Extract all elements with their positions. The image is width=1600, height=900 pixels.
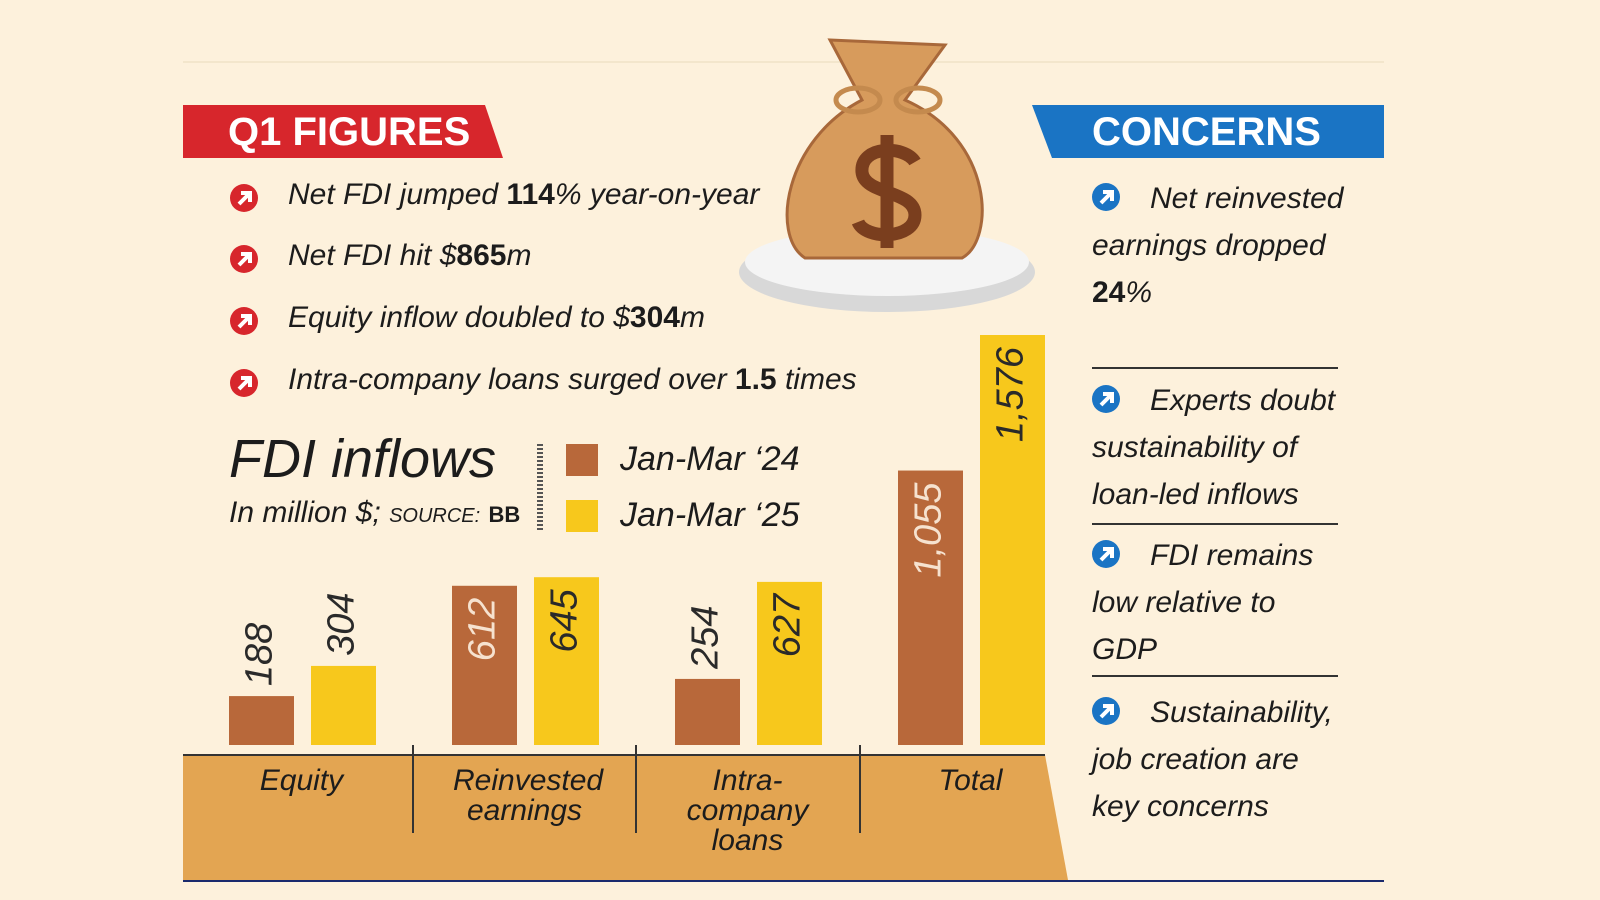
text: times [776,363,857,396]
concerns-banner [1032,105,1384,158]
money-bag [739,38,1035,312]
text: Equity inflow doubled to $ [288,301,630,334]
q1-banner [183,105,503,158]
highlight: 1.5 [734,363,777,396]
bullet-text: Net FDI jumped 114% year-on-year [288,178,759,212]
text: % year-on-year [554,178,760,211]
concern-text: Net reinvested earnings dropped 24% [1092,175,1347,316]
text: FDI remains low relative to GDP [1092,539,1314,666]
value-label: 645 [544,588,586,652]
bar [980,335,1045,745]
value-label: 304 [321,593,363,656]
section-title: Q1 FIGURES [228,110,471,154]
text: Intra-company loans surged over [288,363,735,396]
text: m [506,239,532,272]
icon-arrow [1099,547,1114,562]
bar [229,696,294,745]
text: Sustainability, job creation are key con… [1092,696,1333,823]
chart-subtitle: In million $; SOURCE: BB [229,496,520,530]
icon-arrow [1099,704,1114,719]
bullet-icon [230,184,258,212]
category-band [183,755,1068,880]
concern-text: FDI remains low relative to GDP [1092,532,1347,673]
legend-label: Jan-Mar ‘24 [620,440,800,478]
source: BB [488,502,521,527]
category-label: Intra-company loans [686,764,809,857]
text: Net FDI jumped [288,178,507,211]
bullet-icon [1092,540,1120,568]
bullet-text: Intra-company loans surged over 1.5 time… [288,363,857,397]
category-label: Total [938,764,1003,797]
value-label: 188 [239,623,281,686]
icon-arrow [1099,190,1114,205]
bullet-icon [230,245,258,273]
text: % [1125,276,1153,309]
concern-text: Sustainability, job creation are key con… [1092,689,1347,830]
chart-title: FDI inflows [229,429,497,489]
text: Experts doubt sustainability of loan-led… [1092,384,1336,511]
text: Net reinvested earnings dropped [1092,182,1344,262]
bar [757,581,822,745]
bullet-icon [1092,697,1120,725]
text: Net FDI hit $ [288,239,457,272]
icon-arrow [1099,392,1114,407]
bar [534,577,599,745]
highlight: 304 [629,301,680,334]
legend-swatch [566,500,598,532]
bullet-icon [230,307,258,335]
section-title: CONCERNS [1092,110,1321,154]
value-label: 627 [767,592,809,657]
bar [898,470,963,745]
bar [311,665,376,745]
value-label: 612 [462,598,504,661]
value-label: 254 [685,606,727,670]
source-label: SOURCE: [389,505,481,527]
concern-text: Experts doubt sustainability of loan-led… [1092,377,1347,518]
icon-arrow [237,252,252,267]
highlight: 865 [456,239,507,272]
icon-arrow [237,314,252,329]
highlight: 114 [506,178,555,211]
text: m [679,301,705,334]
rope [833,85,883,115]
icon-arrow [237,376,252,391]
bar [675,678,740,745]
highlight: 24 [1092,276,1126,309]
bullet-icon [1092,385,1120,413]
icon-arrow [237,191,252,206]
value-label: 1,055 [908,482,950,578]
bullet-icon [1092,183,1120,211]
rope [893,85,943,115]
value-label: 1,576 [990,346,1032,442]
bullet-text: Equity inflow doubled to $304m [288,301,705,335]
legend-swatch [566,444,598,476]
unit-note: In million $; [229,496,381,529]
category-label: Reinvested earnings [453,764,604,827]
bullet-text: Net FDI hit $865m [288,239,531,273]
category-label: Equity [259,764,344,797]
bar [452,585,517,745]
legend-label: Jan-Mar ‘25 [620,496,800,534]
bullet-icon [230,369,258,397]
dollar-icon [851,135,922,248]
